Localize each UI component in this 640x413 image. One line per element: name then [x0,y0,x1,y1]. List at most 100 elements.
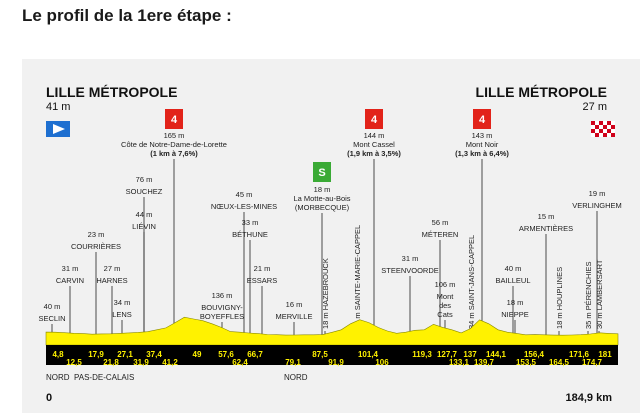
elevation-profile [45,316,619,346]
climb-altitude: 144 m [364,131,385,140]
km-marker: 153,5 [516,358,537,367]
region-label: PAS-DE-CALAIS [74,373,134,382]
km-marker: 133,1 [449,358,470,367]
finish-flag-icon [591,121,615,137]
place-name: SECLIN [38,314,65,323]
km-marker: 181 [598,350,612,359]
vertical-place-label: 30 m LAMBERSART [595,259,604,329]
km-marker: 174,7 [582,358,603,367]
place-name: COURRIÈRES [71,242,121,251]
km-marker: 49 [193,350,202,359]
place-name: VERLINGHEM [572,201,622,210]
place-altitude: 15 m [538,212,555,221]
place-altitude: 33 m [242,218,259,227]
place-name: BOYEFFLES [200,312,244,321]
region-label: NORD [284,373,308,382]
place-name: des [439,301,451,310]
km-markers-top: 4,8 17,9 27,1 37,4 49 57,6 66,7 87,5 101,4 119,3 1… [52,350,612,359]
place-name: HARNES [96,276,127,285]
km-markers-bottom: 12,5 21,8 31,9 41,2 62,4 79,1 91,9 106 133,1 139,… [66,358,602,367]
km-marker: 31,9 [133,358,149,367]
place-altitude: 40 m [44,302,61,311]
km-marker: 62,4 [232,358,248,367]
place-name: NIEPPE [501,310,529,319]
km-marker: 27,1 [117,350,133,359]
vertical-place-label: 18 m HAZEBROUCK [321,258,330,329]
climb-detail: (1,3 km à 6,4%) [455,149,509,158]
km-marker: 164,5 [549,358,570,367]
climb-name: Côte de Notre-Dame-de-Lorette [121,140,227,149]
climb-detail: (1,9 km à 3,5%) [347,149,401,158]
place-name: Mont [437,292,455,301]
place-name: MERVILLE [276,312,313,321]
climb-badge-icon: 4 [165,109,183,129]
place-altitude: 21 m [254,264,271,273]
stage-profile: LILLE MÉTROPOLE 41 m LILLE MÉTROPOLE 27 … [22,59,640,413]
svg-text:4: 4 [371,114,378,126]
km-marker: 17,9 [88,350,104,359]
climb-badge-icon: 4 [365,109,383,129]
km-marker: 137 [463,350,477,359]
place-name: LENS [112,310,132,319]
place-name: Cats [437,310,453,319]
km-marker: 171,6 [569,350,590,359]
place-altitude: 19 m [589,189,606,198]
place-altitude: 106 m [435,280,456,289]
place-altitude: 45 m [236,190,253,199]
finish-city: LILLE MÉTROPOLE [476,84,607,100]
km-marker: 79,1 [285,358,301,367]
place-altitude: 16 m [286,300,303,309]
climb-name: Mont Cassel [353,140,395,149]
km-marker: 12,5 [66,358,82,367]
place-name: MÉTEREN [422,230,459,239]
finish-altitude: 27 m [583,101,607,113]
km-marker: 144,1 [486,350,507,359]
climb-altitude: 165 m [164,131,185,140]
km-marker: 57,6 [218,350,234,359]
sprint-badge-icon: S [313,162,331,182]
km-marker: 87,5 [312,350,328,359]
km-marker: 91,9 [328,358,344,367]
km-marker: 156,4 [524,350,545,359]
sprint-detail: (MORBECQUE) [295,203,350,212]
place-name: STEENVOORDE [381,266,439,275]
place-altitude: 76 m [136,175,153,184]
vertical-place-label: 34 m SAINT-JANS-CAPPEL [467,235,476,329]
place-name: CARVIN [56,276,84,285]
distance-start: 0 [46,392,52,404]
km-marker: 127,7 [437,350,458,359]
page-heading: Le profil de la 1ere étape : [22,6,232,25]
place-name: BÉTHUNE [232,230,268,239]
vertical-place-label: 35 m PÉRENCHIES [584,261,593,329]
place-name: ARMENTIÈRES [519,224,573,233]
place-altitude: 34 m [114,298,131,307]
climb-detail: (1 km à 7,6%) [150,149,198,158]
svg-text:4: 4 [479,114,486,126]
place-altitude: 31 m [402,254,419,263]
vertical-place-label: 39 m SAINTE-MARIE-CAPPEL [353,225,362,329]
distance-end: 184,9 km [566,392,613,404]
km-marker: 41,2 [162,358,178,367]
place-altitude: 136 m [212,291,233,300]
vertical-place-label: 18 m HOUPLINES [555,267,564,329]
place-name: BOUVIGNY- [201,303,243,312]
start-arrow-icon [53,124,65,134]
place-name: SOUCHEZ [126,187,163,196]
km-marker: 101,4 [358,350,379,359]
climb-name: Mont Noir [466,140,499,149]
km-marker: 119,3 [412,350,432,359]
km-marker: 21,8 [103,358,119,367]
place-altitude: 27 m [104,264,121,273]
svg-text:4: 4 [171,114,178,126]
region-label: NORD [46,373,70,382]
place-altitude: 56 m [432,218,449,227]
km-marker: 37,4 [146,350,162,359]
road-band [46,345,618,365]
place-altitude: 23 m [88,230,105,239]
place-altitude: 40 m [505,264,522,273]
start-city: LILLE MÉTROPOLE [46,84,177,100]
start-altitude: 41 m [46,101,70,113]
km-marker: 139,7 [474,358,495,367]
place-name: BAILLEUL [495,276,530,285]
place-name: NŒUX-LES-MINES [211,202,277,211]
